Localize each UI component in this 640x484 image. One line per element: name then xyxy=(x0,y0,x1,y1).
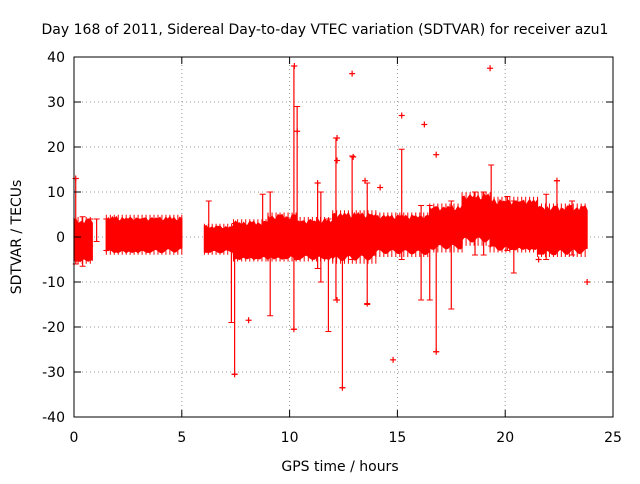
x-tick-label: 20 xyxy=(496,430,514,446)
data-point xyxy=(584,279,591,285)
data-band xyxy=(105,215,183,254)
x-tick-label: 10 xyxy=(281,430,299,446)
x-tick-label: 0 xyxy=(70,430,79,446)
data-point xyxy=(377,184,384,191)
data-point xyxy=(390,356,397,363)
data-point xyxy=(433,348,440,355)
data-point xyxy=(334,157,341,164)
data-point xyxy=(290,326,297,333)
data-point xyxy=(349,70,356,77)
data-outliers xyxy=(72,63,591,391)
data-point xyxy=(421,121,428,128)
x-tick-label: 5 xyxy=(177,430,186,446)
data-spikes xyxy=(72,65,576,389)
y-tick-label: 30 xyxy=(47,95,65,111)
y-tick-label: -40 xyxy=(42,410,65,426)
data-point xyxy=(334,297,341,303)
data-point xyxy=(334,135,341,141)
x-tick-label: 25 xyxy=(604,430,622,446)
y-tick-label: 0 xyxy=(56,230,65,246)
data-point xyxy=(291,63,298,69)
data-point xyxy=(433,151,440,158)
x-tick-label: 15 xyxy=(388,430,406,446)
axis-ticks: -40 -30 -20 -10 0 10 20 30 40 0 5 10 15 20 25 xyxy=(42,50,622,446)
data-point xyxy=(398,112,405,119)
data-point xyxy=(339,384,346,391)
x-axis-label: GPS time / hours xyxy=(281,459,398,475)
y-axis-label: SDTVAR / TECUs xyxy=(9,180,25,295)
data-point xyxy=(487,65,494,72)
y-tick-label: 40 xyxy=(47,50,65,66)
data-band xyxy=(332,211,377,262)
y-tick-label: -30 xyxy=(42,365,65,381)
y-tick-label: -10 xyxy=(42,275,65,291)
data-band xyxy=(536,204,588,256)
data-point xyxy=(553,177,560,184)
plot-frame xyxy=(73,56,614,418)
data-point xyxy=(364,300,371,307)
data-band xyxy=(295,218,334,261)
y-tick-label: 20 xyxy=(47,140,65,156)
data-point xyxy=(245,317,252,324)
chart-title: Day 168 of 2011, Sidereal Day-to-day VTE… xyxy=(42,22,609,38)
data-point xyxy=(294,128,301,135)
data-point xyxy=(362,177,369,184)
data-point xyxy=(231,371,238,378)
y-tick-label: 10 xyxy=(47,185,65,201)
data-point xyxy=(314,180,321,186)
data-bands xyxy=(73,192,588,264)
data-point xyxy=(350,153,357,160)
data-point xyxy=(535,256,542,263)
y-tick-label: -20 xyxy=(42,320,65,336)
